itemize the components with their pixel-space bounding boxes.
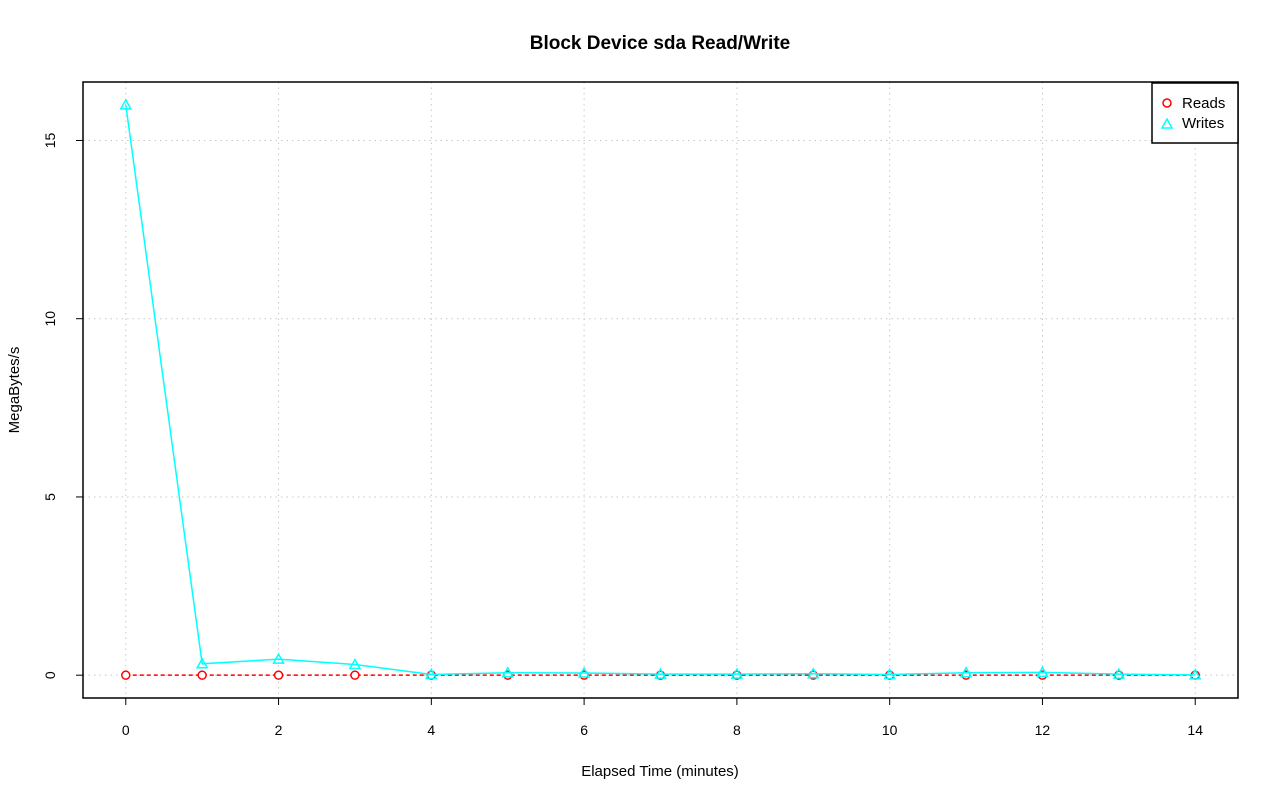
writes-point: [1036, 665, 1049, 678]
reads-point: [121, 670, 131, 680]
writes-point: [959, 666, 973, 678]
x-axis-title: Elapsed Time (minutes): [581, 763, 739, 780]
writes-point: [425, 667, 438, 680]
x-tick-label: 14: [1187, 722, 1203, 738]
writes-line: [125, 104, 1196, 676]
x-tick-label: 6: [580, 722, 588, 738]
legend-reads-label: Reads: [1182, 95, 1225, 112]
x-tick-label: 10: [882, 722, 898, 738]
series: [119, 98, 1202, 680]
y-tick-label: 0: [42, 671, 58, 679]
y-tick-label: 5: [42, 493, 58, 501]
writes-point: [654, 667, 667, 679]
writes-point: [348, 657, 362, 670]
legend-writes-label: Writes: [1182, 115, 1224, 132]
writes-point: [883, 667, 896, 680]
x-tick-label: 4: [427, 722, 435, 738]
writes-point: [577, 666, 591, 678]
x-tick-label: 12: [1035, 722, 1051, 738]
legend-writes-marker: [1160, 117, 1174, 129]
reads-point: [350, 670, 360, 680]
x-tick-label: 2: [275, 722, 283, 738]
y-tick-label: 10: [42, 311, 58, 327]
x-tick-label: 0: [122, 722, 130, 738]
writes-point: [272, 652, 285, 664]
legend-box: [1151, 82, 1239, 144]
writes-point: [1188, 668, 1202, 680]
writes-point: [501, 666, 514, 678]
plot-frame: [82, 81, 1239, 699]
writes-point: [730, 667, 744, 679]
x-tick-label: 8: [733, 722, 741, 738]
chart-title: Block Device sda Read/Write: [530, 33, 790, 54]
y-axis-title: MegaBytes/s: [6, 347, 23, 434]
reads-point: [197, 670, 207, 680]
writes-point: [119, 98, 133, 110]
writes-point: [807, 667, 820, 679]
writes-point: [195, 657, 209, 669]
reads-point: [273, 670, 284, 680]
y-tick-label: 15: [42, 132, 58, 148]
writes-point: [1112, 667, 1126, 679]
legend: Reads Writes: [1151, 82, 1239, 144]
legend-reads-marker: [1162, 98, 1172, 108]
